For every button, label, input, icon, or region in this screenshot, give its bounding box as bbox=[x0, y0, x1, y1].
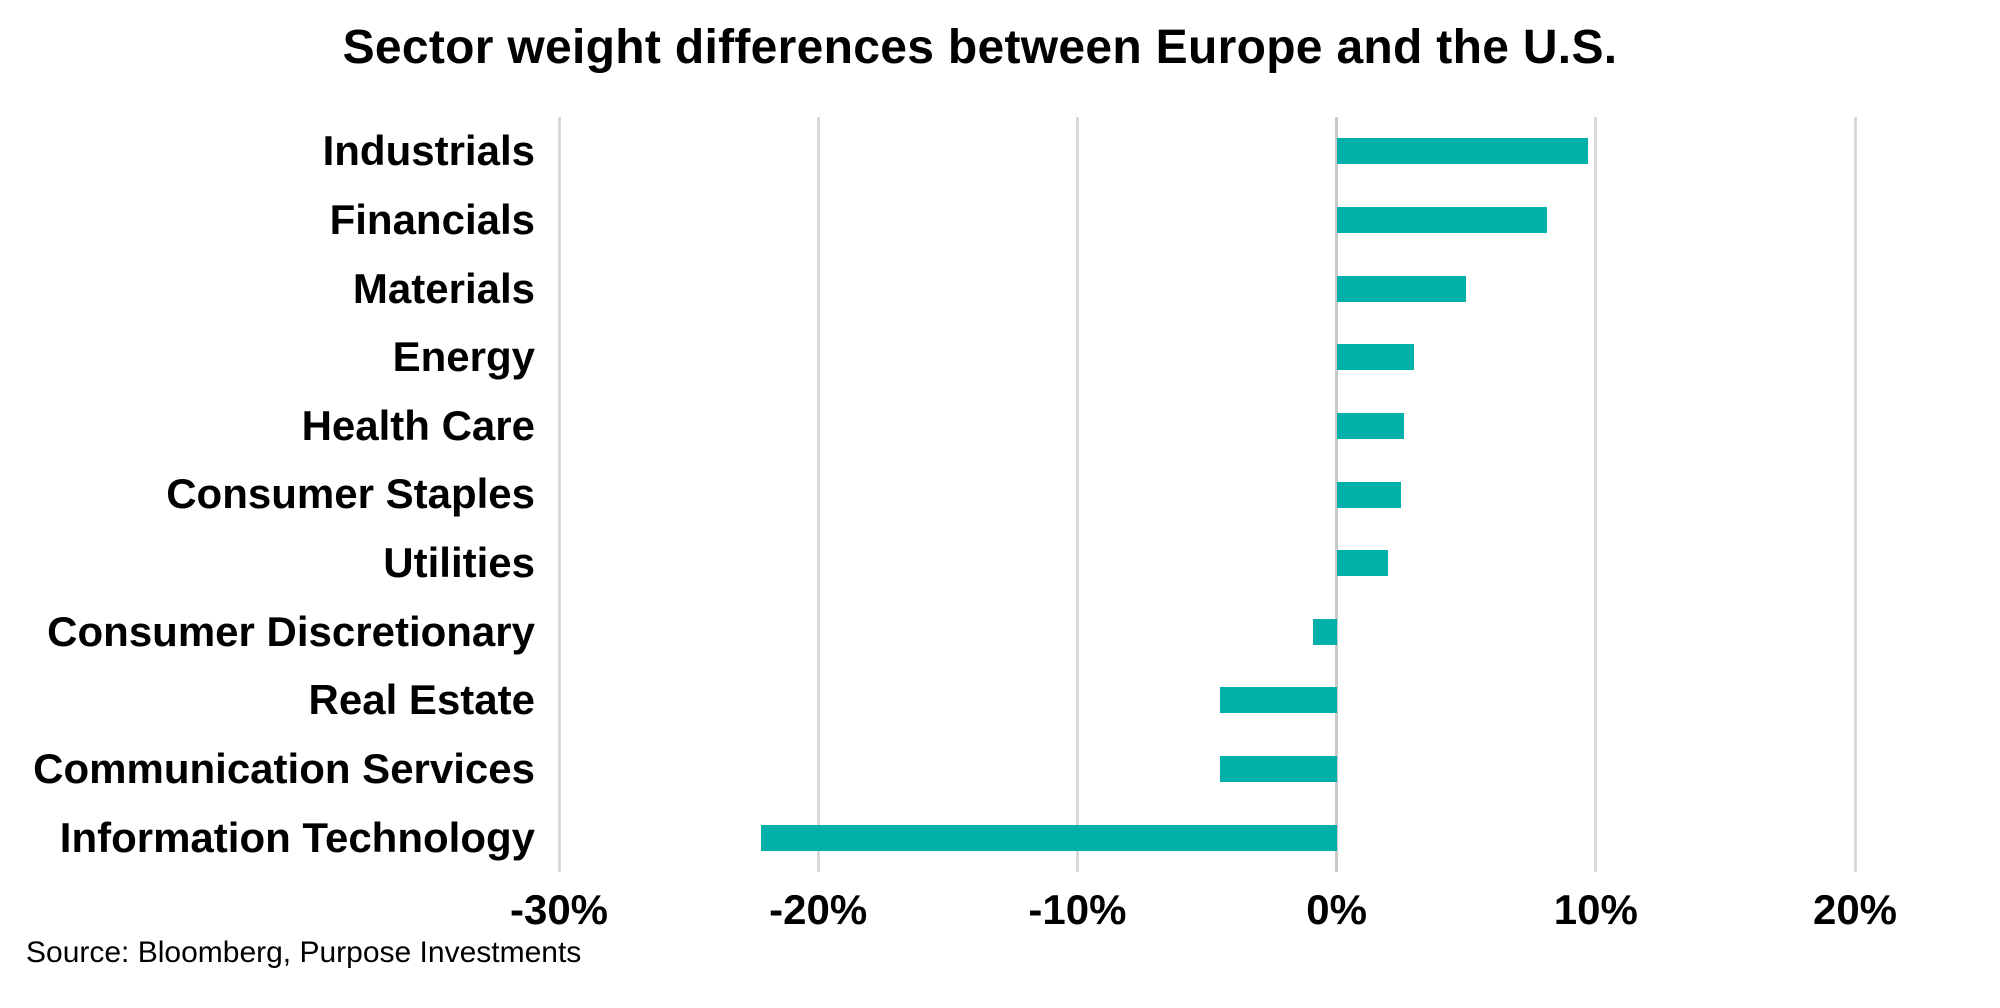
category-label: Financials bbox=[329, 195, 535, 243]
category-label: Utilities bbox=[383, 539, 535, 587]
source-note: Source: Bloomberg, Purpose Investments bbox=[26, 936, 582, 969]
category-label: Consumer Staples bbox=[166, 470, 535, 518]
chart-title: Sector weight differences between Europe… bbox=[342, 21, 1618, 74]
x-tick-label: 20% bbox=[1812, 886, 1898, 933]
bar bbox=[1336, 275, 1467, 302]
bar bbox=[1336, 206, 1547, 233]
x-tick-label: 10% bbox=[1553, 886, 1638, 933]
gridline bbox=[1853, 117, 1857, 872]
bar bbox=[1336, 481, 1402, 508]
bar bbox=[1336, 412, 1404, 439]
bar bbox=[1313, 618, 1337, 645]
bar bbox=[761, 824, 1337, 851]
x-axis-ticks: -30% -20% -10% 0% 10% 20% bbox=[510, 886, 1897, 946]
category-label: Health Care bbox=[301, 401, 535, 449]
x-tick-label: -20% bbox=[769, 886, 868, 933]
category-label: Real Estate bbox=[308, 676, 535, 724]
category-label: Consumer Discretionary bbox=[47, 607, 535, 655]
gridline bbox=[1594, 117, 1598, 872]
x-tick-label: 0% bbox=[1306, 886, 1367, 933]
x-tick-label: -10% bbox=[1028, 886, 1127, 933]
category-label: Energy bbox=[392, 333, 535, 381]
x-tick-label: -30% bbox=[509, 886, 609, 933]
bar bbox=[1336, 138, 1589, 165]
gridline bbox=[557, 117, 561, 872]
bar bbox=[1336, 344, 1415, 371]
category-axis: Industrials Financials Materials Energy Heal… bbox=[0, 117, 535, 872]
plot-area bbox=[557, 117, 1857, 872]
category-label: Materials bbox=[352, 264, 535, 312]
bar bbox=[1336, 550, 1389, 577]
category-label: Information Technology bbox=[59, 813, 535, 861]
gridline bbox=[816, 117, 820, 872]
bar bbox=[1219, 756, 1337, 783]
gridline bbox=[1075, 117, 1079, 872]
category-label: Industrials bbox=[322, 127, 535, 175]
category-label: Communication Services bbox=[33, 745, 535, 793]
bar bbox=[1219, 687, 1337, 714]
